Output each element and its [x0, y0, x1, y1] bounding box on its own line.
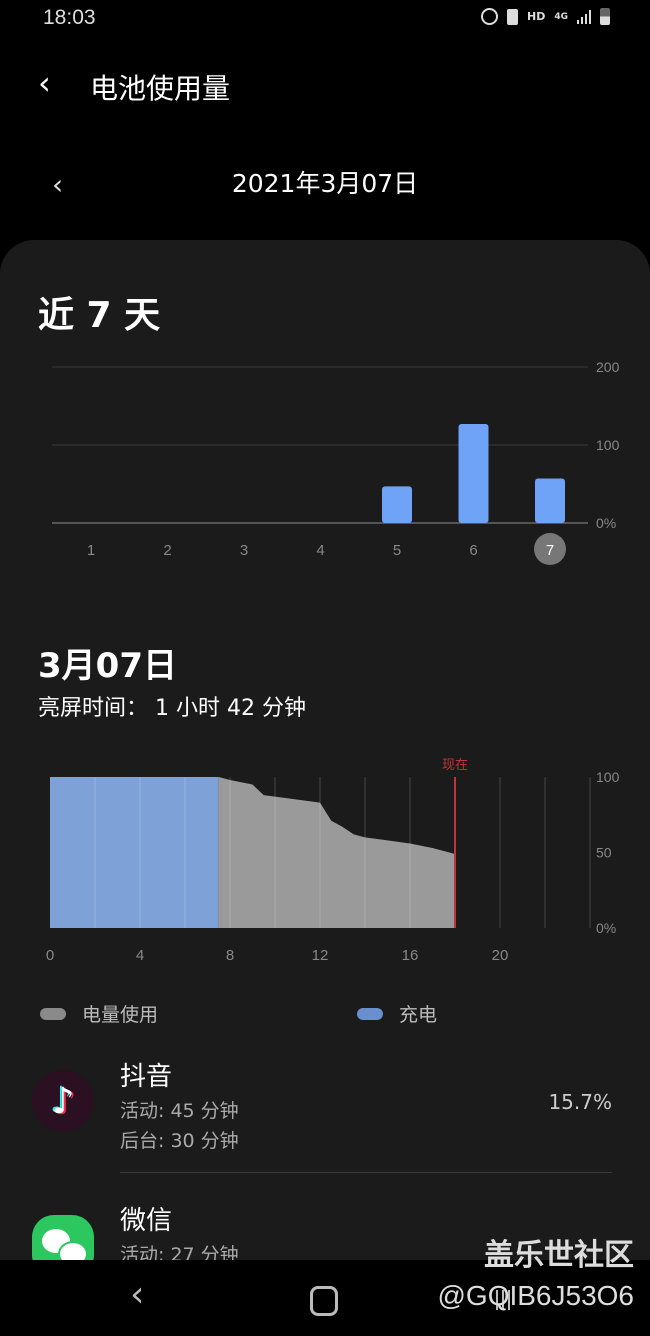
screen-time: 亮屏时间： 1 小时 42 分钟	[38, 690, 306, 722]
app-active-time: 活动: 45 分钟	[120, 1100, 239, 1122]
x-tick-label: 8	[226, 947, 234, 964]
x-tick-label: 5	[393, 542, 401, 559]
4g-icon: 4G	[554, 11, 568, 22]
charging-swatch	[357, 1007, 383, 1020]
nav-back-button[interactable]: ‹	[130, 1274, 145, 1315]
app-name: 微信	[120, 1206, 173, 1236]
week-title: 近 7 天	[38, 295, 161, 336]
x-tick-label: 6	[469, 542, 477, 559]
x-tick-label: 12	[312, 947, 329, 964]
x-tick-label: 0	[46, 947, 54, 964]
week-bar-chart: 0% 100 200 1 2 3 4 5 6 7	[52, 359, 620, 565]
y-tick-label: 0%	[596, 920, 616, 936]
app-percent: 15.7%	[548, 1090, 612, 1114]
day-battery-chart: 现在 0% 50 100 0 4 8 12 16 20	[46, 758, 620, 964]
usage-label: 电量使用	[82, 1004, 159, 1026]
x-tick-label: 16	[402, 947, 419, 964]
previous-date-button[interactable]: ‹	[52, 168, 64, 201]
nav-recents-button[interactable]	[496, 1290, 516, 1310]
x-tick-label: 1	[87, 542, 95, 559]
back-button[interactable]: ‹	[38, 64, 51, 102]
bar	[458, 423, 489, 523]
bar	[535, 478, 565, 523]
hd-icon: HD	[527, 10, 546, 23]
status-icons: HD 4G	[481, 8, 610, 25]
legend-usage: 电量使用	[40, 1000, 158, 1027]
app-name: 抖音	[120, 1062, 173, 1092]
day-title: 3月07日	[38, 646, 177, 686]
x-tick-label: 4	[316, 542, 324, 559]
screen-time-label: 亮屏时间：	[38, 696, 149, 721]
app-row-douyin[interactable]: ♪ 抖音 活动: 45 分钟 后台: 30 分钟 15.7%	[0, 1050, 650, 1170]
app-row-wechat[interactable]: 微信 活动: 27 分钟	[0, 1190, 650, 1260]
selected-day-marker	[534, 533, 566, 565]
signal-icon	[577, 9, 591, 24]
battery-saver-icon	[507, 8, 518, 25]
charging-label: 充电	[399, 1004, 438, 1026]
bar	[382, 486, 412, 523]
x-tick-label: 3	[240, 542, 248, 559]
charging-area	[50, 777, 219, 928]
y-tick-label: 50	[596, 845, 612, 861]
y-tick-label: 100	[596, 769, 620, 785]
usage-swatch	[40, 1007, 66, 1020]
battery-card: 近 7 天 0% 100 200 1 2 3 4 5 6 7 3月07日 亮屏时间： 1 小时 4…	[0, 240, 650, 1260]
divider	[120, 1172, 612, 1173]
x-tick-label: 2	[163, 542, 171, 559]
x-tick-label: 7	[546, 542, 554, 559]
watermark-brand: 盖乐世社区	[484, 1239, 634, 1272]
battery-icon	[600, 8, 610, 25]
watermark-user: @GQIB6J53O6	[437, 1280, 634, 1311]
legend-charging: 充电	[357, 1000, 437, 1027]
page-title: 电池使用量	[90, 72, 231, 105]
usage-area	[218, 777, 455, 928]
screen-time-value: 1 小时 42 分钟	[155, 696, 306, 721]
status-time: 18:03	[43, 6, 96, 29]
y-tick-label: 100	[596, 437, 620, 453]
current-date: 2021年3月07日	[231, 169, 419, 198]
wechat-icon	[32, 1215, 94, 1260]
app-background-time: 后台: 30 分钟	[120, 1130, 239, 1152]
nav-home-button[interactable]	[310, 1286, 338, 1316]
x-tick-label: 4	[136, 947, 144, 964]
alarm-icon	[481, 8, 498, 25]
douyin-icon: ♪	[32, 1070, 94, 1132]
app-active-time: 活动: 27 分钟	[120, 1244, 239, 1260]
y-tick-label: 200	[596, 359, 620, 375]
status-bar: 18:03 HD 4G	[0, 0, 650, 40]
y-tick-label: 0%	[596, 515, 616, 531]
x-tick-label: 20	[492, 947, 509, 964]
navigation-bar: ‹	[0, 1260, 650, 1336]
now-label: 现在	[442, 758, 468, 773]
